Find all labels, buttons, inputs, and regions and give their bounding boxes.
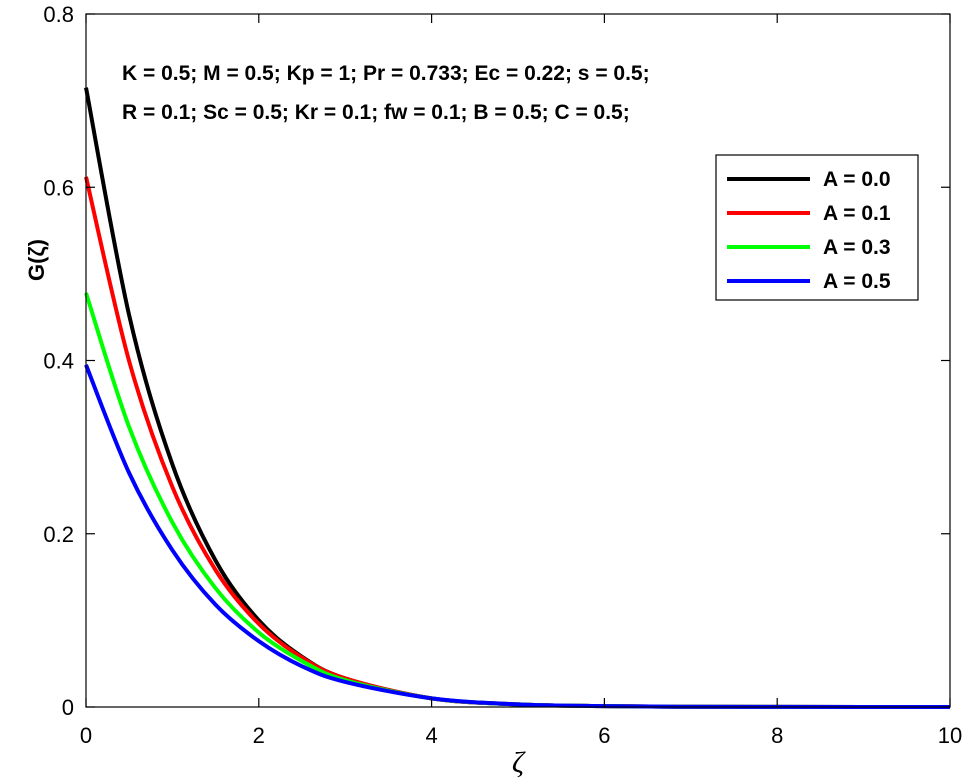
- parameter-annotation-line-2: R = 0.1; Sc = 0.5; Kr = 0.1; fw = 0.1; B…: [122, 101, 630, 124]
- x-tick-label: 2: [253, 723, 265, 748]
- x-tick-label: 0: [80, 723, 92, 748]
- y-tick-label: 0.6: [43, 175, 74, 200]
- y-tick-label: 0: [62, 695, 74, 720]
- legend-label-0: A = 0.0: [823, 168, 891, 191]
- legend-label-2: A = 0.3: [823, 236, 891, 259]
- legend-label-3: A = 0.5: [823, 270, 891, 293]
- x-tick-label: 4: [425, 723, 437, 748]
- y-tick-label: 0.4: [43, 349, 74, 374]
- y-tick-label: 0.2: [43, 522, 74, 547]
- x-axis-label: ζ: [512, 746, 526, 779]
- legend-entries: A = 0.0 A = 0.1 A = 0.3 A = 0.5: [727, 168, 891, 293]
- tick-layer: 0 2 4 6 8 10 0 0.2 0.4 0.6 0.8: [43, 2, 962, 748]
- x-tick-label: 10: [938, 723, 962, 748]
- y-axis-label: G(ζ): [24, 239, 49, 281]
- x-tick-label: 6: [598, 723, 610, 748]
- parameter-annotation-line-1: K = 0.5; M = 0.5; Kp = 1; Pr = 0.733; Ec…: [122, 62, 650, 85]
- legend: A = 0.0 A = 0.1 A = 0.3 A = 0.5: [715, 154, 919, 301]
- y-tick-label: 0.8: [43, 2, 74, 27]
- legend-label-1: A = 0.1: [823, 202, 891, 225]
- x-tick-label: 8: [771, 723, 783, 748]
